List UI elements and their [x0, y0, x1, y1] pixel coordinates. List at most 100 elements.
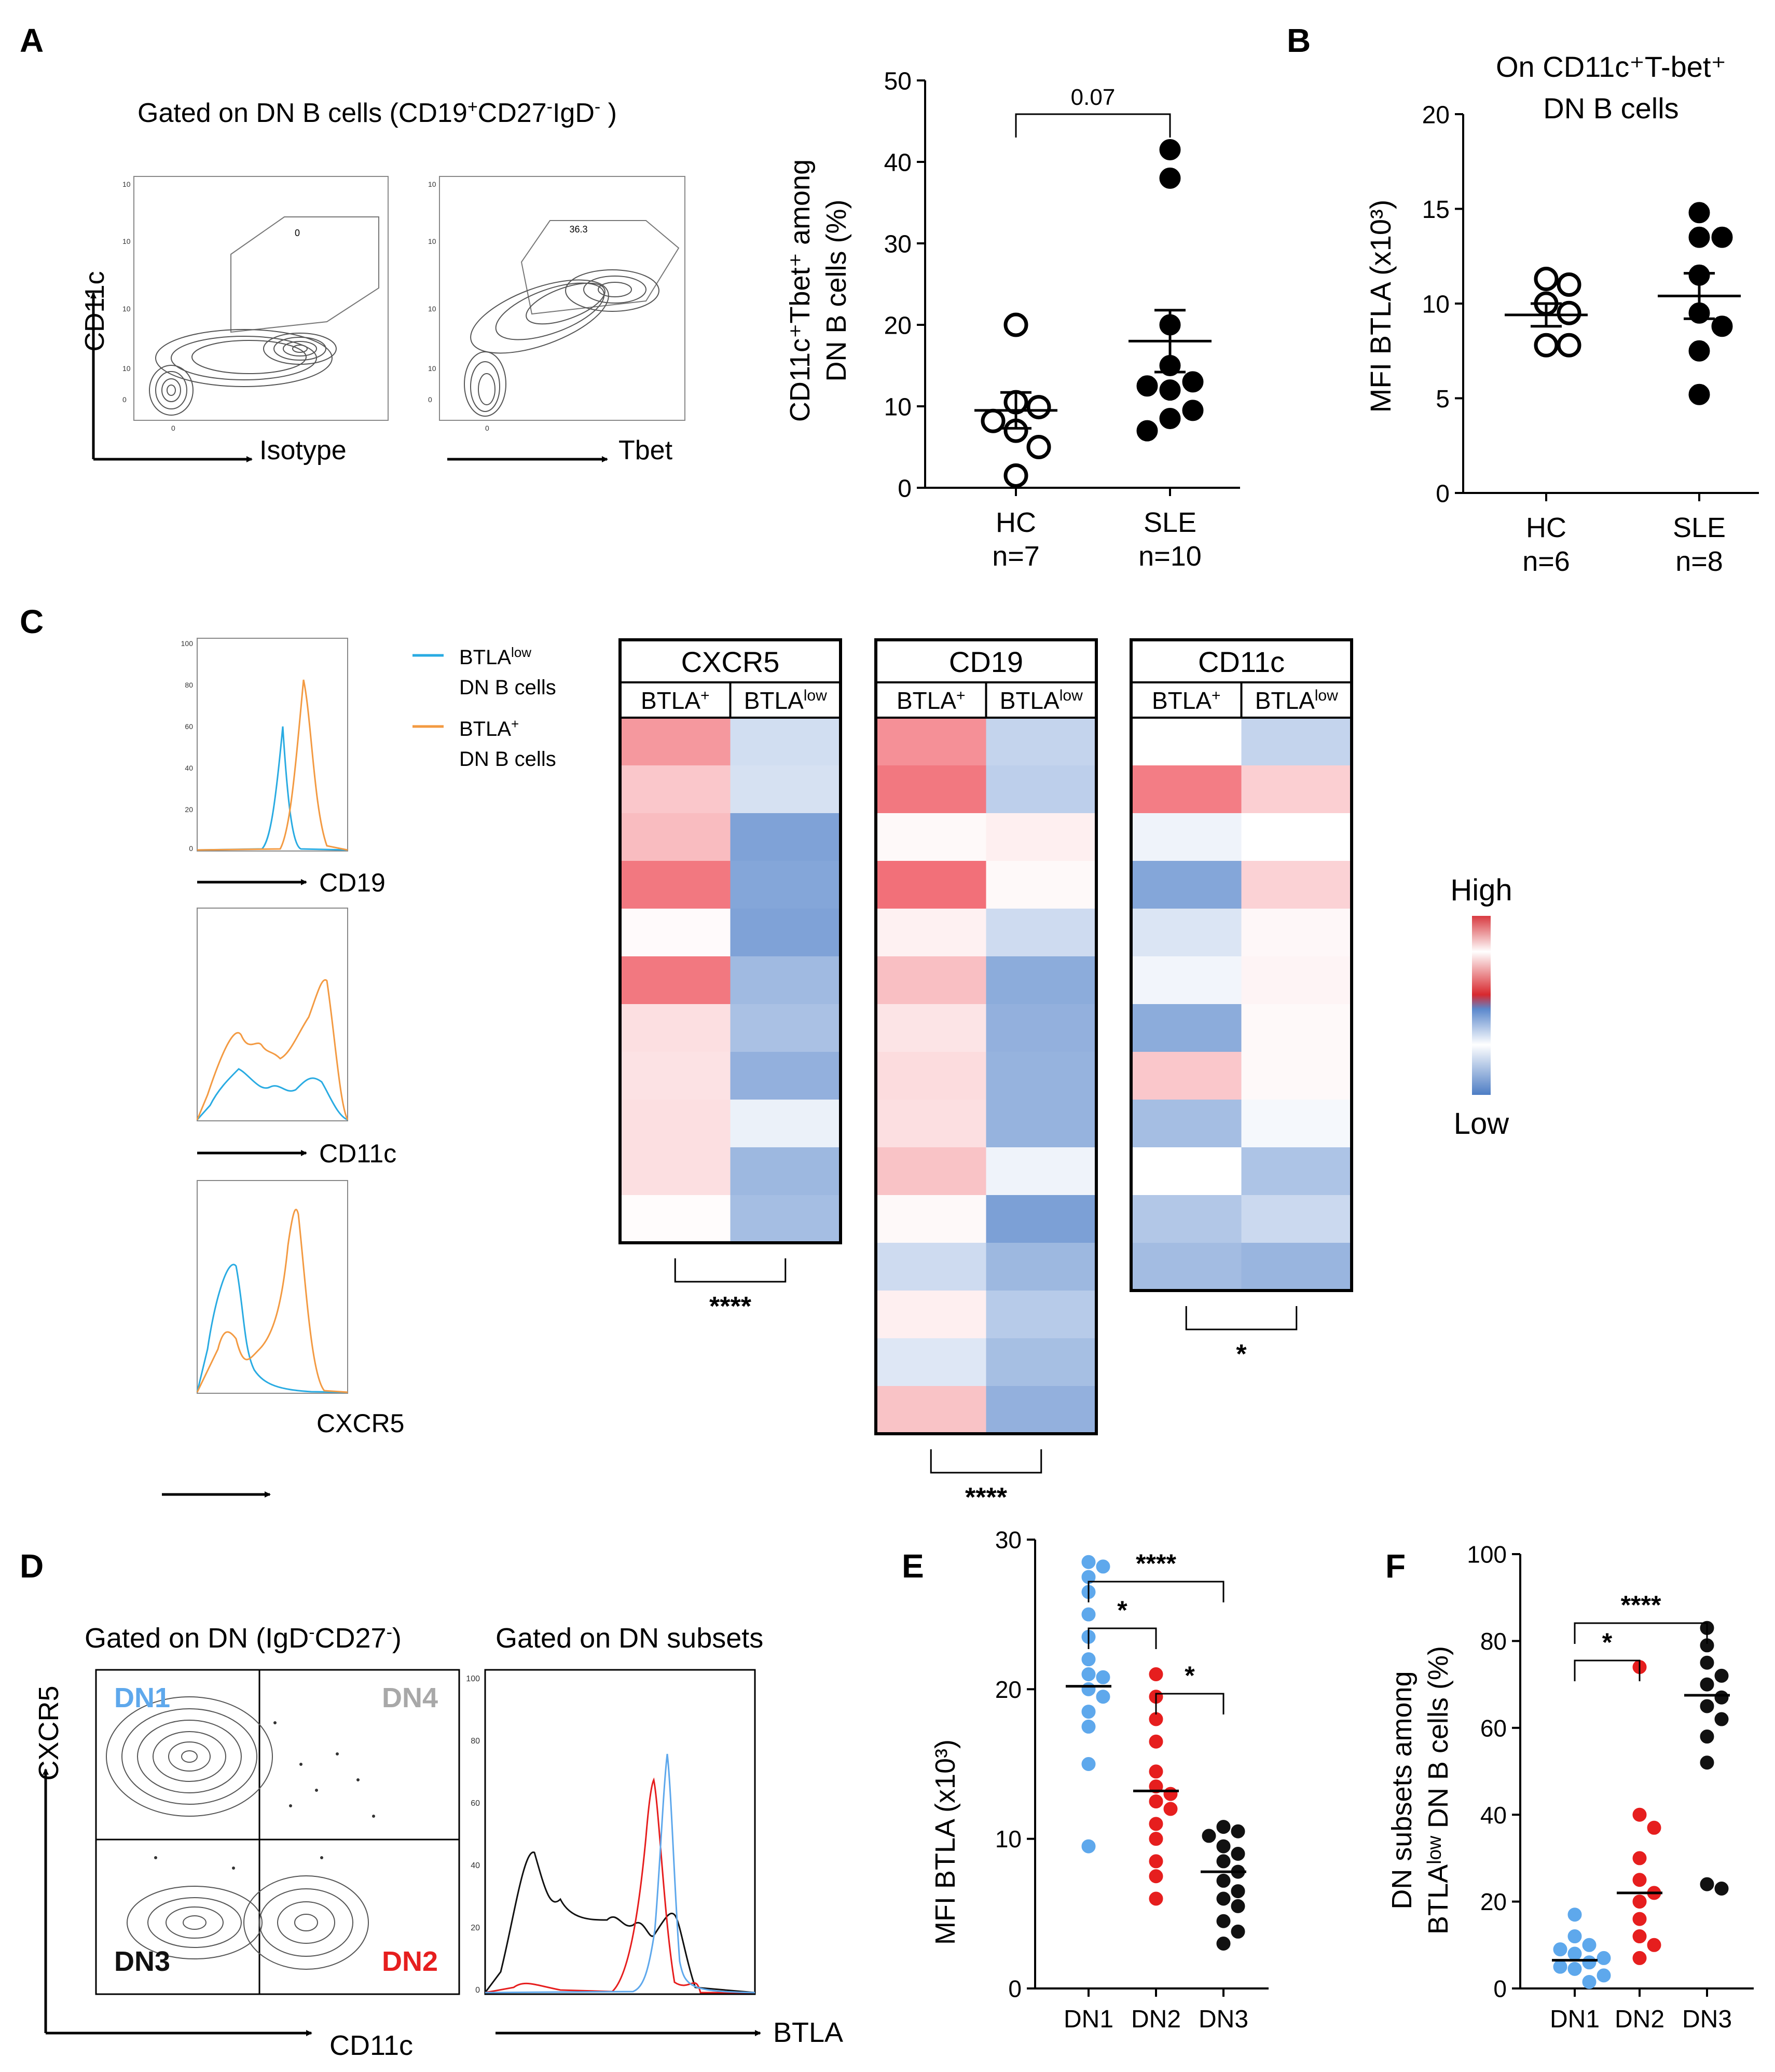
heatmap-cxcr5-significance-label: ****: [709, 1292, 752, 1322]
svg-text:80: 80: [471, 1737, 480, 1746]
heatmap-cd19-cell: [876, 765, 986, 813]
heatmap-cd11c-significance-bracket: [1185, 1306, 1298, 1330]
f-y-tick-label: 20: [1480, 1888, 1507, 1915]
svg-text:10: 10: [428, 364, 436, 373]
hist-cxcr5-btla-low: [196, 1264, 348, 1393]
heatmap-cd11c-cell: [1131, 956, 1242, 1004]
a-hc-point: [1003, 463, 1028, 488]
a-hc-point: [1026, 395, 1051, 420]
quadrant-contours: [106, 1696, 369, 1970]
svg-text:60: 60: [471, 1799, 480, 1808]
heatmap-cd11c-col-btla-low-sup: low: [1315, 687, 1338, 704]
f-dn3-point: [1700, 1877, 1714, 1891]
f-dn1-point: [1582, 1938, 1597, 1952]
svg-text:10: 10: [428, 305, 436, 313]
heatmap-cxcr5-cell: [620, 1147, 731, 1195]
b-category-n: n=6: [1522, 546, 1570, 577]
heatmap-cxcr5-col-btla-low-text: BTLA: [744, 687, 804, 714]
heatmap-cxcr5-cell: [730, 813, 841, 861]
f-category-label: DN2: [1615, 2006, 1664, 2033]
heatmap-cd19-cell: [986, 1052, 1096, 1100]
heatmap-cd19-col-btla-pos-text: BTLA: [897, 687, 956, 714]
heatmap-cd19-cell: [986, 1338, 1096, 1386]
heatmap-cd11c-cell: [1131, 1147, 1242, 1195]
svg-text:40: 40: [471, 1861, 480, 1870]
heatmap-cd19-cell: [876, 1386, 986, 1434]
heatmap-cxcr5-cell: [730, 1147, 841, 1195]
panel-letter-c: C: [20, 603, 44, 640]
heatmap-cd11c-cell: [1241, 1004, 1352, 1052]
a-hc-point: [1026, 435, 1051, 459]
heatmap-cd11c-title: CD11c: [1198, 646, 1285, 678]
f-dn1-point: [1553, 1942, 1567, 1957]
heatmap-cxcr5-cell: [730, 718, 841, 765]
panel-letter-e: E: [902, 1547, 924, 1585]
f-dn2-point: [1647, 1820, 1661, 1835]
e-dn1-point: [1081, 1682, 1096, 1696]
heatmap-cd11c-cell: [1131, 813, 1242, 861]
panel-c-histograms: CD19 CD11c CXCR5 100 80 60 40 20 0 BTLAl…: [162, 638, 556, 1498]
heatmap-cxcr5-cell: [620, 861, 731, 909]
heatmap-cd19-col-btla-low-text: BTLA: [1000, 687, 1060, 714]
hist-cxcr5-frame: [197, 1180, 348, 1394]
heatmap-cd19-cell: [876, 1147, 986, 1195]
heatmap-cd19-cell: [986, 1195, 1096, 1243]
heatmap-cxcr5-col-btla-low-sup: low: [804, 687, 827, 704]
a-sle-point: [1136, 375, 1158, 397]
e-dn1-point: [1081, 1705, 1096, 1719]
e-y-label: MFI BTLA (x10³): [930, 1739, 961, 1945]
legend-btla-pos-line2: DN B cells: [459, 748, 556, 771]
e-dn2-point: [1149, 1817, 1163, 1831]
heatmap-cd11c-cell: [1241, 1243, 1352, 1291]
heatmap-cxcr5-title: CXCR5: [681, 646, 780, 678]
scale-high-label: High: [1450, 873, 1512, 907]
b-hc-point: [1557, 300, 1581, 325]
svg-text:10: 10: [122, 364, 131, 373]
e-dn1-point: [1081, 1652, 1096, 1667]
svg-text:100: 100: [181, 639, 194, 648]
e-dn2-point: [1149, 1854, 1163, 1869]
a-sle-point: [1159, 408, 1181, 430]
a-sle-point: [1136, 420, 1158, 442]
heatmap-cd11c-col-btla-pos-text: BTLA: [1152, 687, 1212, 714]
heatmap-cxcr5-col-btla-pos-text: BTLA: [641, 687, 700, 714]
e-bracket-dn2-dn3-label: *: [1185, 1661, 1195, 1690]
heatmap-cd19-cell: [876, 1338, 986, 1386]
heatmap-cxcr5-cell: [730, 909, 841, 956]
svg-text:60: 60: [185, 722, 193, 731]
svg-text:0: 0: [171, 424, 175, 432]
f-dn3-point: [1714, 1881, 1729, 1896]
svg-text:0: 0: [485, 424, 489, 432]
e-dn3-point: [1216, 1839, 1231, 1854]
heatmap-cd19-cell: [986, 718, 1096, 765]
e-dn1-point: [1081, 1719, 1096, 1734]
heatmap-cd19-col-btla-low: BTLAlow: [1000, 687, 1083, 714]
flow-plot-tbet-gate-value: 36.3: [569, 224, 587, 235]
e-dn1-point: [1096, 1670, 1110, 1684]
a-y-label-line1: CD11c⁺Tbet⁺ among: [785, 159, 816, 422]
heatmap-cxcr5-cell: [620, 956, 731, 1004]
panel-letter-f: F: [1385, 1547, 1406, 1585]
heatmap-cd19-cell: [986, 1004, 1096, 1052]
svg-text:80: 80: [185, 681, 193, 689]
e-dn3-point: [1216, 1891, 1231, 1906]
svg-text:100: 100: [466, 1675, 480, 1683]
e-dn3-point: [1216, 1873, 1231, 1888]
e-y-tick-label: 20: [995, 1676, 1022, 1703]
heatmap-cd19-cell: [876, 1243, 986, 1291]
heatmap-cxcr5-cell: [620, 718, 731, 765]
b-category-label: SLE: [1673, 512, 1726, 543]
b-y-tick-label: 0: [1436, 480, 1450, 507]
e-dn3-point: [1202, 1829, 1216, 1843]
e-dn2-point: [1163, 1802, 1178, 1816]
heatmap-cd19-frame: [874, 638, 1098, 1435]
heatmap-cd11c-cell: [1131, 861, 1242, 909]
dn-subset-histogram: [484, 1669, 756, 1995]
quadrant-dn1-label: DN1: [114, 1682, 170, 1713]
heatmap-cxcr5-cell: [730, 956, 841, 1004]
heatmap-cd19-cell: [876, 1052, 986, 1100]
f-y-label-line2: BTLAˡᵒʷ DN B cells (%): [1423, 1646, 1454, 1934]
heatmap-cd11c-col-btla-pos: BTLA+: [1152, 687, 1221, 714]
